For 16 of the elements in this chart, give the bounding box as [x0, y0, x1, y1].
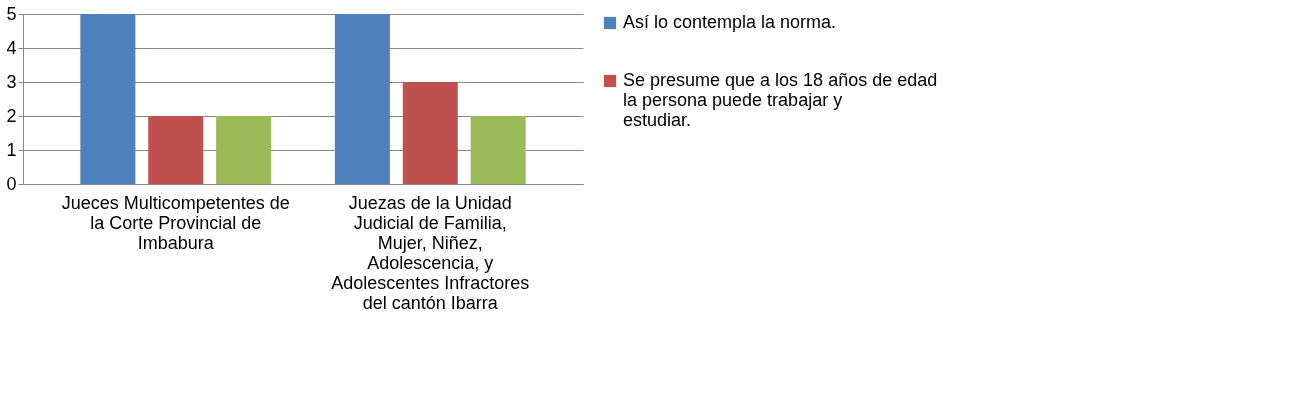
bar [402, 82, 458, 184]
y-tick-label: 4 [6, 37, 17, 58]
y-tick-label: 2 [6, 105, 17, 126]
y-tick-label: 0 [6, 173, 17, 194]
x-tick-label: Jueces Multicompetentes de la Corte Provincial de Imbabura [61, 192, 290, 253]
y-tick-label: 5 [6, 3, 17, 24]
bar [80, 14, 136, 184]
bar [148, 116, 204, 184]
bar [470, 116, 526, 184]
x-tick-label: Juezas de la Unidad Judicial de Familia, Mujer, Niñez, Adolescencia, y Adolescentes Infractores del cantón Ibarra [331, 192, 530, 313]
legend-label: Se presume que a los 18 años de edad la persona puede trabajar y estudiar. [623, 70, 938, 130]
y-tick-label: 3 [6, 71, 17, 92]
bar [334, 14, 390, 184]
y-tick-label: 1 [6, 139, 17, 160]
bar [216, 116, 272, 184]
legend-label: Así lo contempla la norma. [623, 12, 837, 32]
